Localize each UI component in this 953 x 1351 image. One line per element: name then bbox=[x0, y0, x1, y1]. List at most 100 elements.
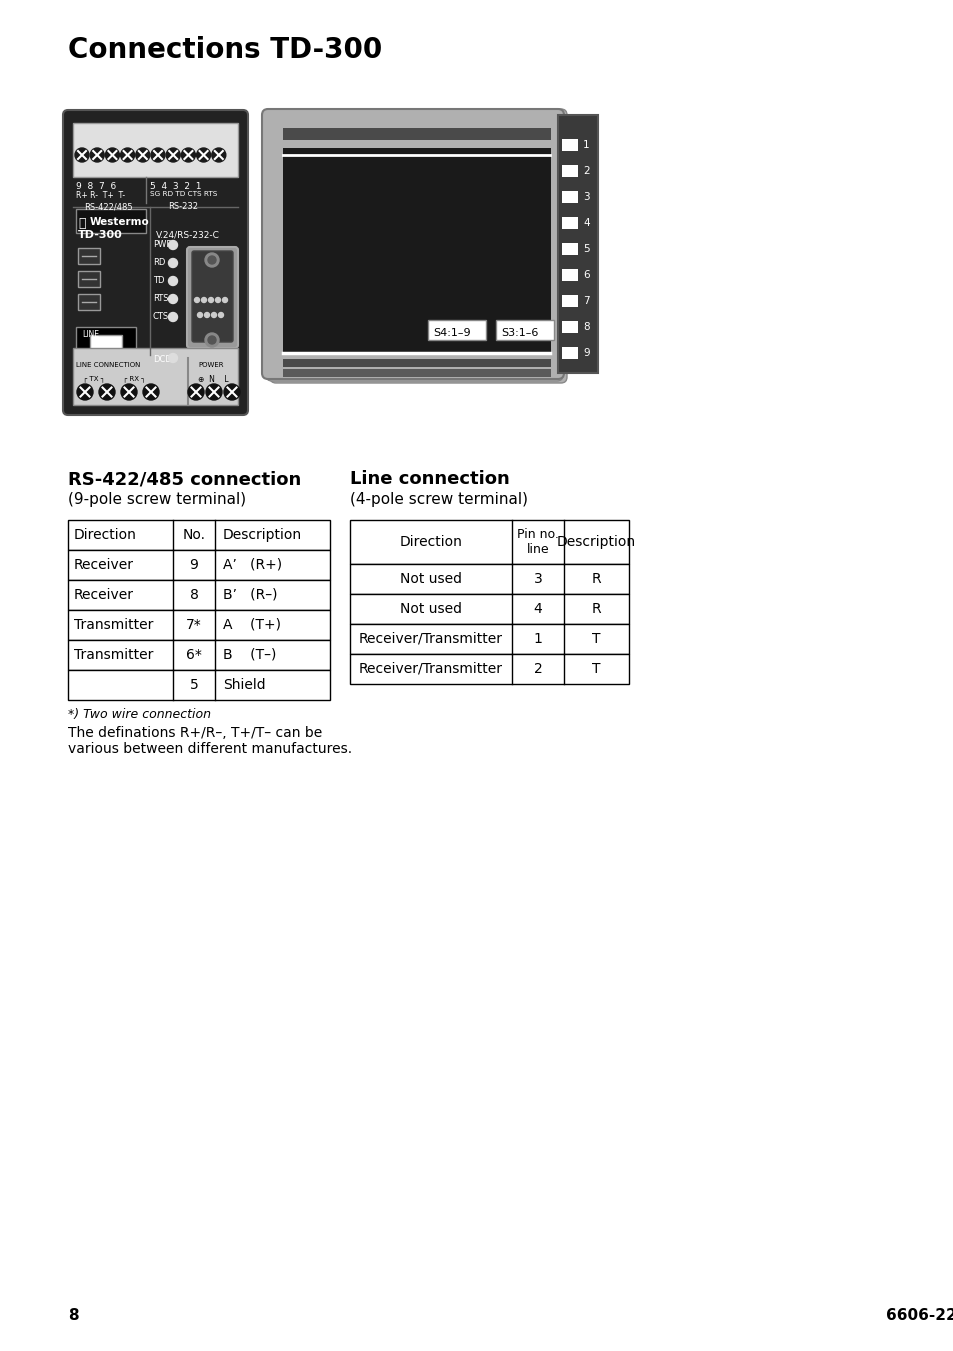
Text: R+ R-  T+  T-: R+ R- T+ T- bbox=[76, 190, 125, 200]
Bar bbox=[558, 115, 598, 373]
Bar bbox=[561, 347, 578, 359]
Bar bbox=[73, 349, 237, 405]
Bar bbox=[283, 149, 551, 353]
Text: Description: Description bbox=[223, 528, 302, 542]
Text: 3: 3 bbox=[533, 571, 542, 586]
Text: Receiver/Transmitter: Receiver/Transmitter bbox=[358, 662, 502, 676]
Bar bbox=[68, 550, 330, 580]
Bar bbox=[78, 249, 100, 263]
Circle shape bbox=[121, 384, 137, 400]
Text: V.24/RS-232-C: V.24/RS-232-C bbox=[156, 230, 219, 239]
Text: R: R bbox=[591, 571, 600, 586]
Circle shape bbox=[224, 384, 240, 400]
Bar bbox=[76, 209, 146, 232]
Circle shape bbox=[91, 149, 104, 162]
FancyBboxPatch shape bbox=[262, 109, 563, 380]
Text: B    (T–): B (T–) bbox=[223, 648, 276, 662]
Text: 6*: 6* bbox=[186, 648, 202, 662]
Circle shape bbox=[99, 384, 115, 400]
Text: RD: RD bbox=[152, 258, 165, 267]
Circle shape bbox=[169, 312, 177, 322]
Bar bbox=[350, 520, 628, 563]
Circle shape bbox=[205, 332, 219, 347]
Bar bbox=[561, 165, 578, 177]
Circle shape bbox=[212, 149, 226, 162]
Circle shape bbox=[77, 384, 92, 400]
Bar bbox=[350, 624, 628, 654]
Circle shape bbox=[209, 297, 213, 303]
Text: 5: 5 bbox=[582, 245, 589, 254]
Text: 1: 1 bbox=[533, 632, 542, 646]
Text: 9: 9 bbox=[582, 349, 589, 358]
Text: 5: 5 bbox=[190, 678, 198, 692]
Text: ┌ TX ┐: ┌ TX ┐ bbox=[83, 376, 105, 382]
Text: A’   (R+): A’ (R+) bbox=[223, 558, 282, 571]
Text: ┌ RX ┐: ┌ RX ┐ bbox=[123, 376, 146, 382]
Text: LINE CONNECTION: LINE CONNECTION bbox=[76, 362, 140, 367]
Bar bbox=[90, 335, 122, 357]
Text: T: T bbox=[592, 632, 600, 646]
FancyBboxPatch shape bbox=[270, 109, 566, 382]
Circle shape bbox=[212, 312, 216, 317]
Bar bbox=[283, 359, 551, 367]
Text: 6: 6 bbox=[582, 270, 589, 280]
Text: ⊕  N    L: ⊕ N L bbox=[198, 376, 229, 384]
Circle shape bbox=[169, 295, 177, 304]
Circle shape bbox=[169, 277, 177, 285]
Bar bbox=[68, 580, 330, 611]
Text: Receiver: Receiver bbox=[74, 558, 133, 571]
Circle shape bbox=[205, 253, 219, 267]
Text: TD-300: TD-300 bbox=[78, 230, 123, 240]
Text: 2: 2 bbox=[582, 166, 589, 176]
Bar bbox=[496, 320, 554, 340]
Text: R: R bbox=[591, 603, 600, 616]
Text: Connections TD-300: Connections TD-300 bbox=[68, 36, 382, 63]
Text: No.: No. bbox=[182, 528, 205, 542]
Bar bbox=[561, 295, 578, 307]
Circle shape bbox=[120, 149, 134, 162]
Text: DCD: DCD bbox=[152, 355, 172, 363]
Bar bbox=[68, 611, 330, 640]
Circle shape bbox=[143, 384, 159, 400]
Text: 9  8  7  6: 9 8 7 6 bbox=[76, 182, 116, 190]
Text: CTS: CTS bbox=[152, 312, 169, 322]
Bar bbox=[73, 123, 237, 177]
Circle shape bbox=[201, 297, 206, 303]
Circle shape bbox=[75, 149, 89, 162]
Circle shape bbox=[169, 258, 177, 267]
Bar bbox=[561, 218, 578, 230]
Text: B’   (R–): B’ (R–) bbox=[223, 588, 277, 603]
Text: Pin no.
line: Pin no. line bbox=[517, 528, 558, 557]
Text: 4: 4 bbox=[582, 218, 589, 228]
Text: Not used: Not used bbox=[399, 603, 461, 616]
Text: A    (T+): A (T+) bbox=[223, 617, 281, 632]
Text: Not used: Not used bbox=[399, 571, 461, 586]
Circle shape bbox=[206, 384, 222, 400]
Bar bbox=[428, 320, 485, 340]
Text: PWR: PWR bbox=[152, 240, 172, 249]
Text: Westermo: Westermo bbox=[90, 218, 150, 227]
Circle shape bbox=[218, 312, 223, 317]
Text: S3:1–6: S3:1–6 bbox=[500, 328, 537, 338]
Circle shape bbox=[196, 149, 211, 162]
Bar bbox=[561, 322, 578, 332]
Bar bbox=[561, 139, 578, 151]
Circle shape bbox=[204, 312, 210, 317]
Text: Receiver: Receiver bbox=[74, 588, 133, 603]
Text: (4-pole screw terminal): (4-pole screw terminal) bbox=[350, 492, 527, 507]
Circle shape bbox=[151, 149, 165, 162]
Text: S4:1–9: S4:1–9 bbox=[433, 328, 470, 338]
Text: *) Two wire connection: *) Two wire connection bbox=[68, 708, 211, 721]
Circle shape bbox=[169, 354, 177, 362]
Circle shape bbox=[208, 255, 215, 263]
Bar bbox=[68, 670, 330, 700]
Bar bbox=[283, 128, 551, 141]
Bar bbox=[350, 563, 628, 594]
Text: Description: Description bbox=[557, 535, 636, 549]
Bar bbox=[350, 654, 628, 684]
Text: Transmitter: Transmitter bbox=[74, 648, 153, 662]
Text: 6606-2201: 6606-2201 bbox=[885, 1308, 953, 1323]
Circle shape bbox=[105, 149, 119, 162]
FancyBboxPatch shape bbox=[192, 251, 233, 342]
Circle shape bbox=[194, 297, 199, 303]
